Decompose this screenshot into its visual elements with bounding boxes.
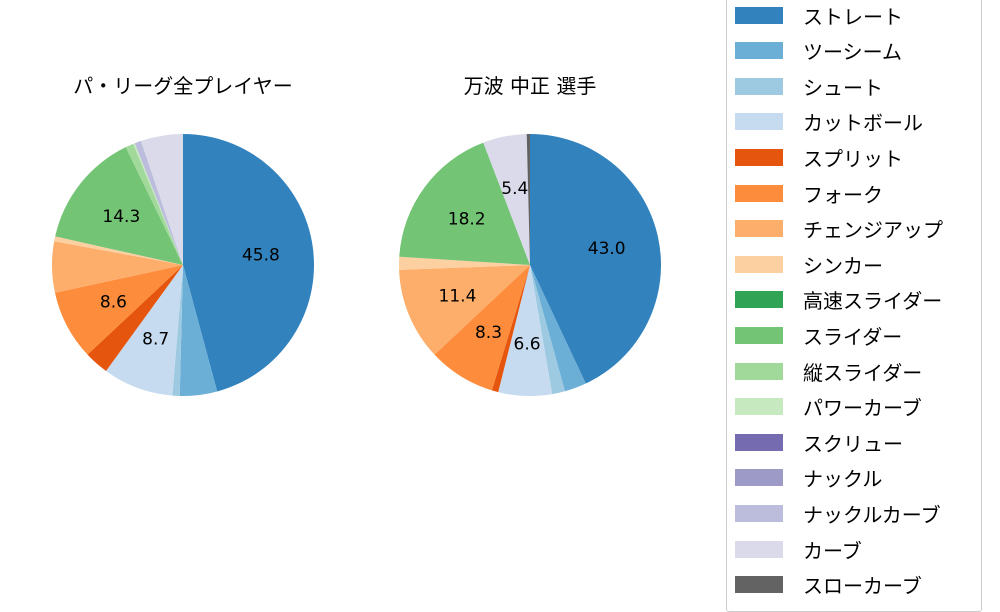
legend-label: ストレート (803, 4, 903, 29)
legend-label: スクリュー (803, 431, 903, 456)
chart-title-league: パ・リーグ全プレイヤー (73, 74, 293, 98)
pie-slice (530, 265, 565, 395)
legend-item: カットボール (735, 110, 923, 136)
legend-swatch (735, 540, 783, 558)
pie-slice (434, 265, 530, 391)
slice-value-label: 6.6 (514, 335, 541, 355)
slice-value-label: 14.3 (102, 207, 140, 227)
pie-slice (179, 265, 218, 396)
slice-value-label: 11.4 (439, 286, 477, 306)
legend-swatch (735, 469, 783, 487)
pie-slice (106, 265, 183, 396)
legend-swatch (735, 42, 783, 60)
legend-item: 高速スライダー (735, 288, 943, 314)
legend-swatch (735, 326, 783, 344)
legend-swatch (735, 77, 783, 95)
slice-value-label: 45.8 (242, 246, 280, 266)
legend-label: ナックル (803, 467, 883, 492)
legend-item: 縦スライダー (735, 359, 923, 385)
legend-label: スライダー (803, 324, 903, 349)
legend-label: ツーシーム (803, 40, 902, 65)
legend-swatch (735, 6, 783, 24)
legend-swatch (735, 362, 783, 380)
slice-value-label: 8.6 (100, 293, 127, 313)
legend-label: パワーカーブ (803, 396, 922, 421)
slice-value-label: 8.7 (142, 330, 169, 350)
pie-slice (140, 134, 183, 265)
pie-slice (491, 265, 530, 393)
pie-slice (87, 265, 183, 371)
legend-swatch (735, 433, 783, 451)
pie-slice (530, 265, 586, 392)
slice-value-label: 8.3 (475, 323, 502, 343)
legend-label: 縦スライダー (803, 360, 923, 385)
pie-slice (399, 256, 530, 270)
legend-label: ナックルカーブ (803, 502, 941, 527)
pie-slice (483, 134, 530, 265)
legend-swatch (735, 255, 783, 273)
legend-item: パワーカーブ (735, 395, 922, 421)
legend-label: フォーク (803, 182, 883, 207)
chart-title-player: 万波 中正 選手 (463, 74, 597, 98)
legend-swatch (735, 291, 783, 309)
legend-label: スプリット (803, 146, 903, 171)
slice-value-label: 43.0 (588, 239, 626, 259)
legend-item: ストレート (735, 3, 903, 29)
legend-label: シュート (803, 75, 883, 100)
pie-chart-league: 45.8 8.7 8.6 14.3 (51, 134, 314, 396)
pie-slice (55, 147, 183, 265)
legend-item: フォーク (735, 181, 883, 207)
legend-swatch (735, 576, 783, 594)
legend-item: カーブ (735, 537, 862, 563)
pie-slice (399, 265, 530, 355)
slice-value-label: 5.4 (501, 179, 528, 199)
legend-item: ナックルカーブ (735, 501, 941, 527)
legend-item: スプリット (735, 145, 903, 171)
pie-slice (51, 241, 183, 293)
legend-item: シュート (735, 74, 883, 100)
legend-label: シンカー (803, 253, 883, 278)
legend-swatch (735, 148, 783, 166)
pie-slice (183, 134, 314, 392)
legend-item: スクリュー (735, 430, 903, 456)
legend-swatch (735, 504, 783, 522)
pie-chart-player: 43.0 6.6 8.3 11.4 18.2 5.4 (399, 134, 662, 396)
legend-swatch (735, 184, 783, 202)
pie-slice (134, 140, 183, 265)
pie-slice (54, 265, 183, 355)
pie-slice (530, 134, 662, 384)
pie-slice (399, 142, 530, 265)
legend-item: スローカーブ (735, 573, 922, 599)
pie-slice (54, 236, 184, 265)
legend-item: シンカー (735, 252, 883, 278)
legend-label: チェンジアップ (803, 218, 943, 243)
legend-swatch (735, 220, 783, 238)
pie-slice (133, 143, 183, 265)
legend: ストレートツーシームシュートカットボール スプリットフォークチェンジアップ シンカー… (726, 0, 982, 612)
legend-swatch (735, 398, 783, 416)
legend-item: ナックル (735, 466, 883, 492)
pie-slice (172, 265, 183, 396)
legend-label: スローカーブ (803, 574, 922, 599)
legend-label: カットボール (803, 111, 923, 136)
legend-item: チェンジアップ (735, 217, 943, 243)
legend-item: スライダー (735, 323, 903, 349)
slice-value-label: 18.2 (448, 209, 486, 229)
pie-slice (498, 265, 553, 396)
pie-slice (526, 134, 530, 265)
pie-slice (125, 143, 183, 265)
legend-swatch (735, 113, 783, 131)
legend-label: 高速スライダー (803, 289, 943, 314)
legend-label: カーブ (803, 538, 862, 563)
legend-item: ツーシーム (735, 39, 902, 65)
